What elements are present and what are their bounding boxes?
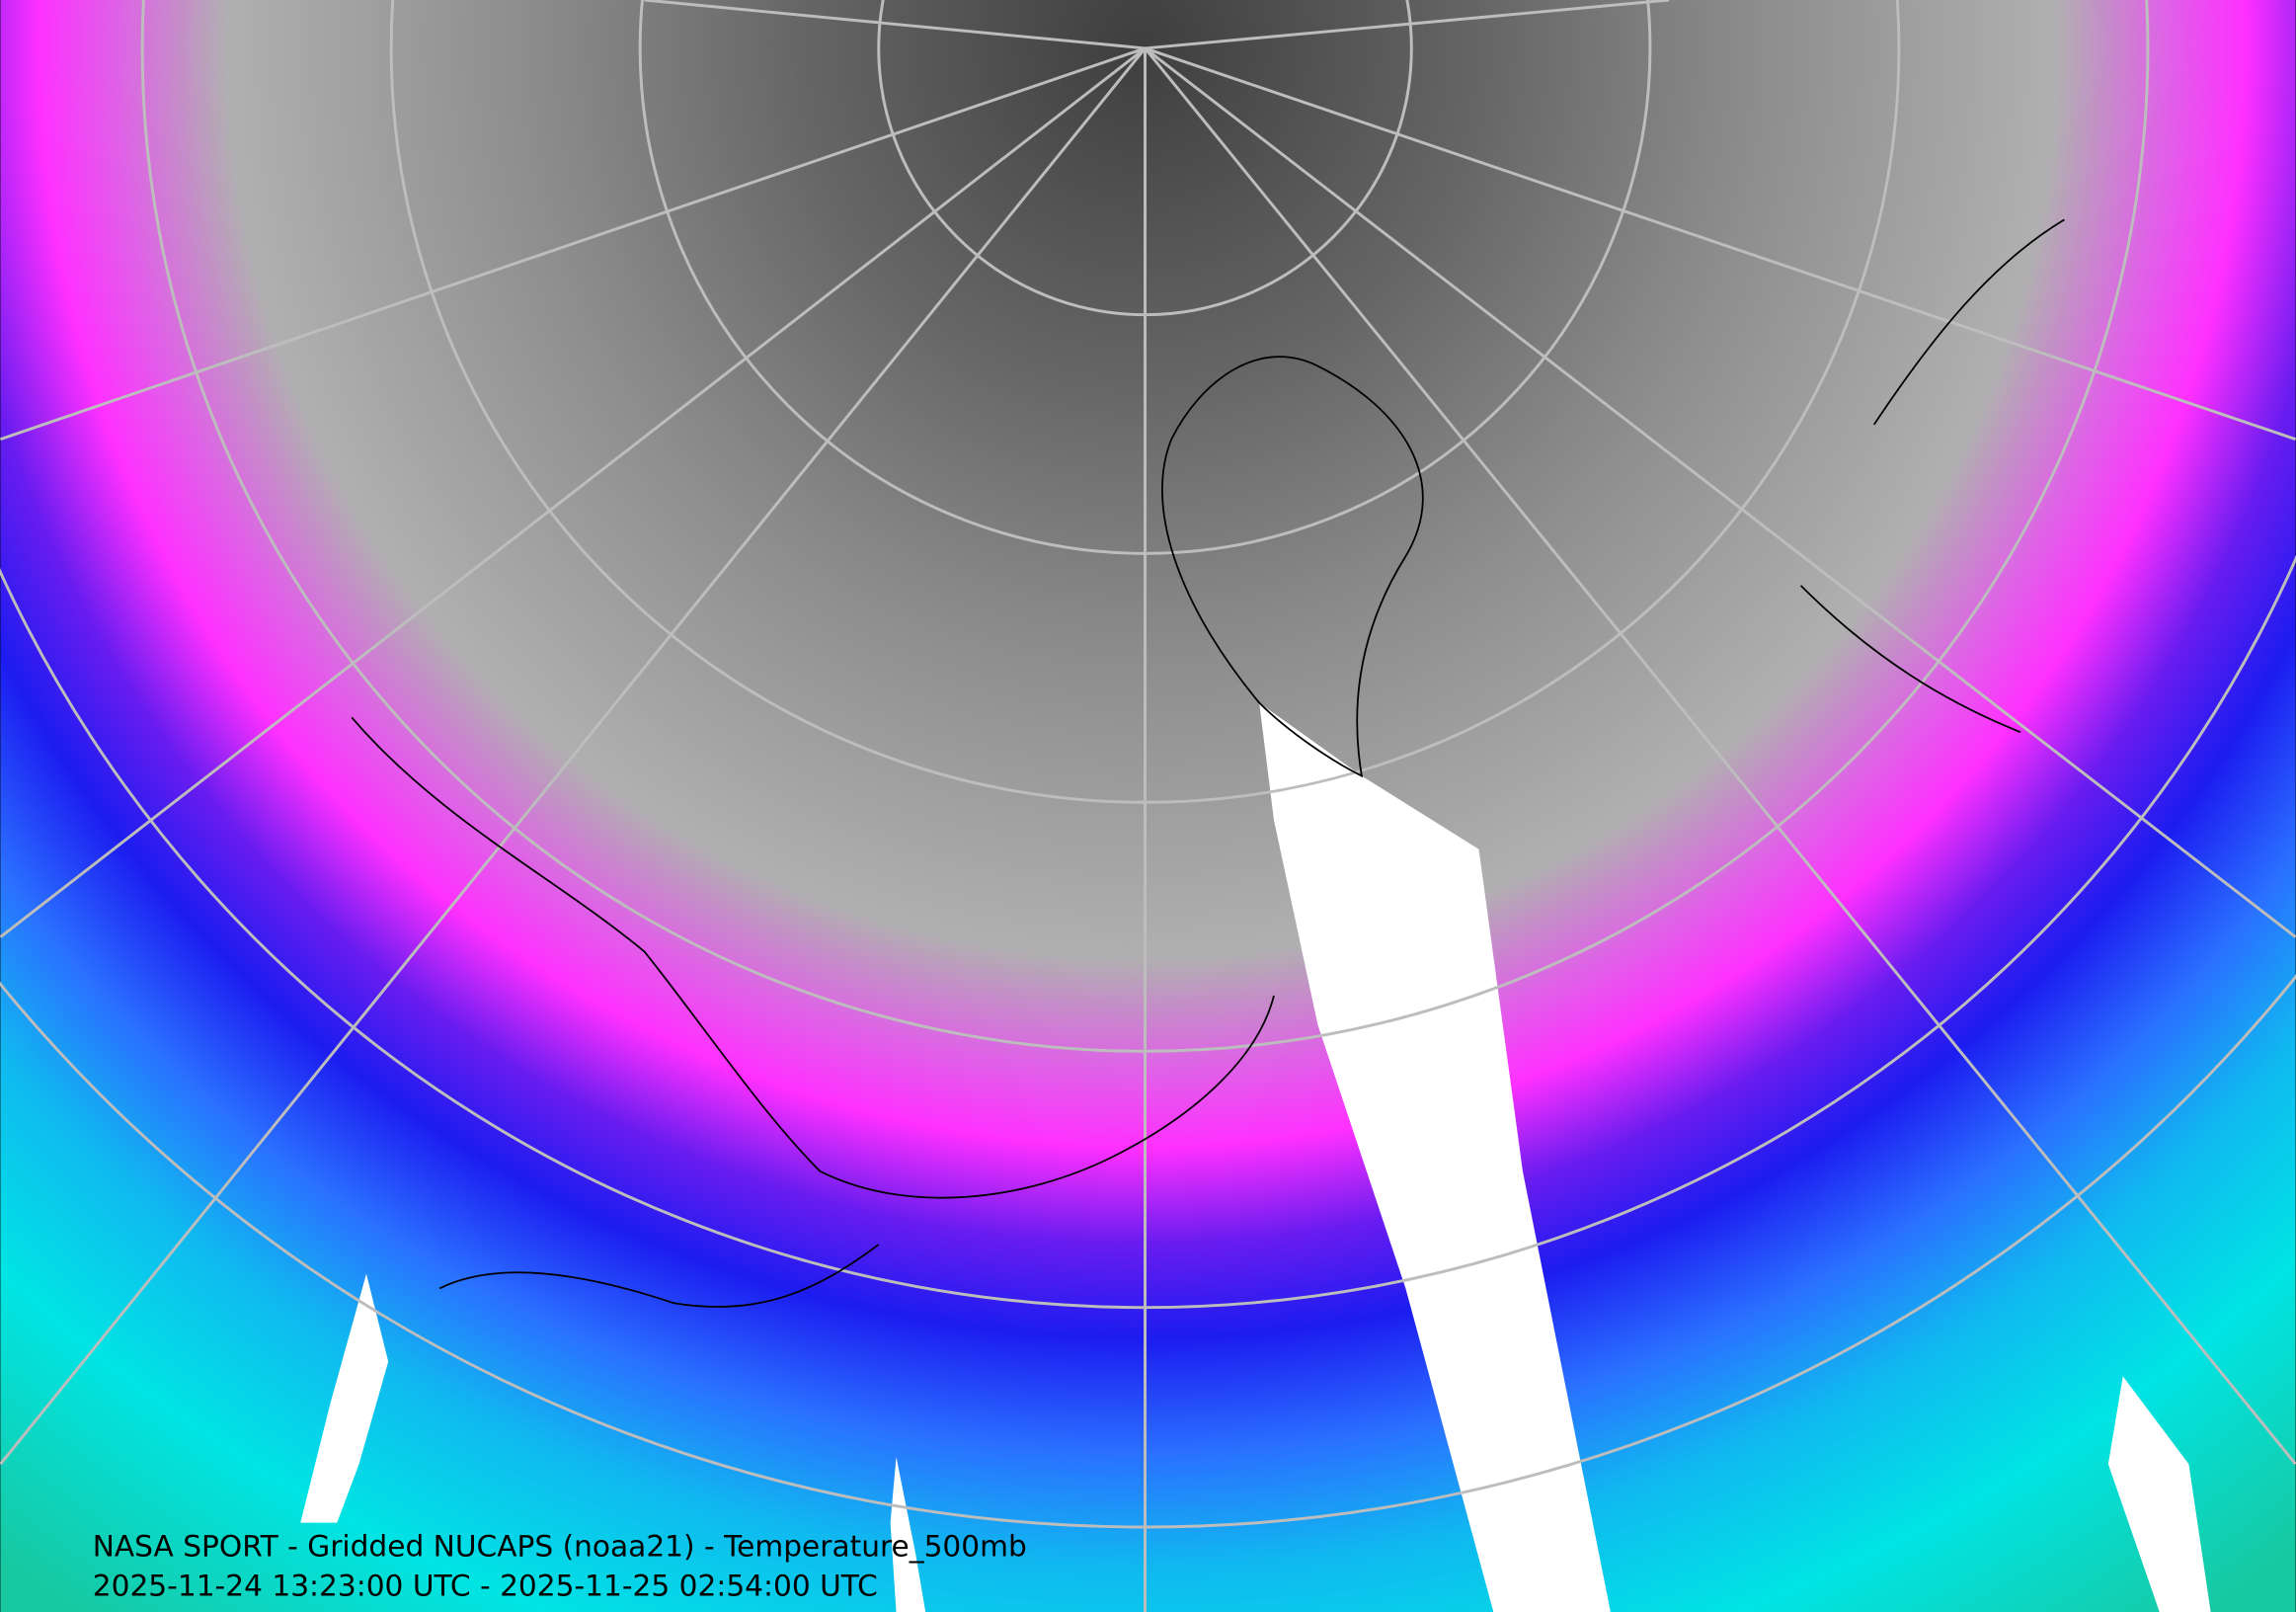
data-gaps — [300, 702, 2211, 1612]
meridian — [0, 46, 1147, 938]
meridian — [1145, 46, 2296, 442]
swath-gap — [2107, 1376, 2211, 1612]
meridian — [1144, 46, 2296, 1466]
europe-outline — [1799, 218, 2065, 733]
coast-outline — [351, 716, 1275, 1199]
border-outline — [438, 1244, 880, 1308]
swath-gap — [1259, 702, 1611, 1612]
meridian — [0, 46, 1147, 442]
caption-title: NASA SPORT - Gridded NUCAPS (noaa21) - T… — [93, 1529, 1027, 1564]
swath-gap — [890, 1456, 926, 1612]
caption-time: 2025-11-24 13:23:00 UTC - 2025-11-25 02:… — [93, 1569, 878, 1603]
greenland-outline — [1161, 356, 1424, 778]
swath-gap — [300, 1273, 389, 1523]
meridian — [1145, 0, 1670, 50]
meridian — [0, 46, 1147, 1466]
coastlines — [351, 218, 2065, 1308]
meridian — [1144, 46, 2296, 938]
meridian — [644, 0, 1146, 50]
